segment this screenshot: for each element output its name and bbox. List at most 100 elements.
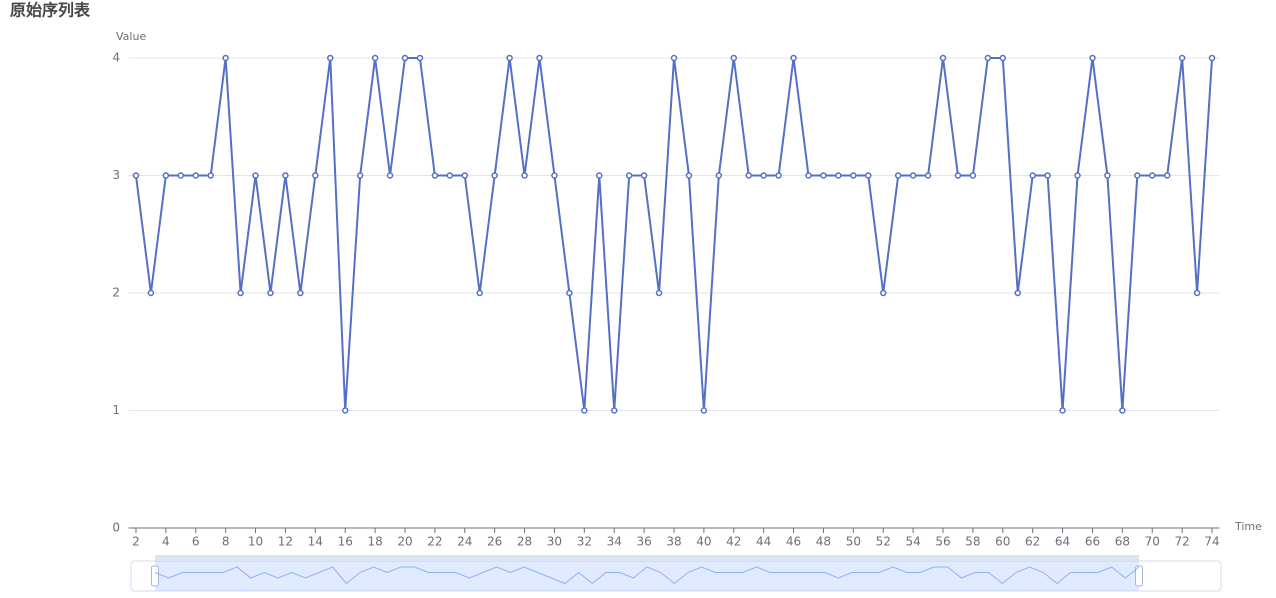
point [371,54,379,62]
point [924,172,932,179]
point [1134,172,1141,179]
x-tick-label: 72 [1174,535,1189,549]
x-tick-label: 74 [1204,535,1219,549]
point [476,289,483,297]
point [1044,172,1051,179]
point [670,54,678,62]
point [1148,172,1156,179]
point [969,172,977,179]
point [401,54,409,62]
x-tick-label: 32 [577,535,592,549]
x-tick-label: 58 [965,535,980,549]
x-tick-label: 62 [1025,535,1040,549]
x-tick-label: 10 [248,535,263,549]
x-tick-label: 12 [278,535,293,549]
point [327,54,334,62]
x-tick-label: 42 [726,535,741,549]
x-tick-label: 48 [816,535,831,549]
point [416,54,424,62]
point [386,172,394,179]
point [610,407,618,414]
point [222,54,229,62]
point [461,172,469,179]
point [1104,172,1111,179]
point [237,289,244,297]
point [954,172,962,179]
point [1119,407,1126,414]
point [491,172,498,179]
point [1163,172,1171,179]
point [640,172,648,179]
x-tick-label: 30 [547,535,562,549]
x-tick-label: 4 [162,535,170,549]
x-tick-label: 6 [192,535,200,549]
point [596,172,603,179]
point [655,289,663,297]
point [341,407,349,414]
point [984,54,992,62]
point [177,172,185,179]
chart-title: 原始序列表 [10,1,91,20]
y-tick-label: 0 [112,521,120,535]
point [760,172,767,179]
point [1193,289,1201,297]
point [1074,172,1081,179]
point [312,172,319,179]
zoom-bar[interactable] [155,555,1139,561]
x-tick-label: 40 [696,535,711,549]
point [446,172,454,179]
point [551,172,558,179]
point [865,172,872,179]
point [835,172,842,179]
x-axis-name: Time [1234,520,1262,533]
point [356,172,364,179]
point [147,289,155,297]
point [1208,54,1216,62]
x-tick-label: 68 [1115,535,1130,549]
point [1029,172,1036,179]
point [805,172,812,179]
point [521,172,528,179]
point [879,289,887,297]
x-tick-label: 2 [132,535,140,549]
point [700,407,708,414]
x-tick-label: 44 [756,535,771,549]
zoom-handle[interactable] [1135,565,1143,587]
point [909,172,917,179]
x-tick-label: 16 [338,535,353,549]
point [536,54,543,62]
point [939,54,947,62]
point [625,172,633,179]
point [282,172,289,179]
point [431,172,439,179]
x-tick-label: 22 [427,535,442,549]
zoom-window[interactable] [155,561,1139,591]
x-tick-label: 54 [905,535,920,549]
x-tick-label: 26 [487,535,502,549]
x-tick-label: 70 [1145,535,1160,549]
x-tick-label: 20 [397,535,412,549]
x-tick-label: 60 [995,535,1010,549]
point [715,172,723,179]
x-tick-label: 24 [457,535,472,549]
point [207,172,214,179]
point [581,407,588,414]
point [162,172,170,179]
point [1014,289,1021,297]
x-tick-label: 28 [517,535,532,549]
point [745,172,752,179]
point [566,289,573,297]
y-tick-label: 2 [112,286,120,300]
x-tick-label: 14 [308,535,323,549]
point [506,54,513,62]
x-tick-label: 66 [1085,535,1100,549]
zoom-handle[interactable] [151,565,159,587]
x-tick-label: 34 [607,535,622,549]
zoom-overview [154,566,1140,585]
point [267,289,274,297]
x-tick-label: 50 [846,535,861,549]
x-tick-label: 38 [666,535,681,549]
point [775,172,782,179]
point [1178,54,1186,62]
